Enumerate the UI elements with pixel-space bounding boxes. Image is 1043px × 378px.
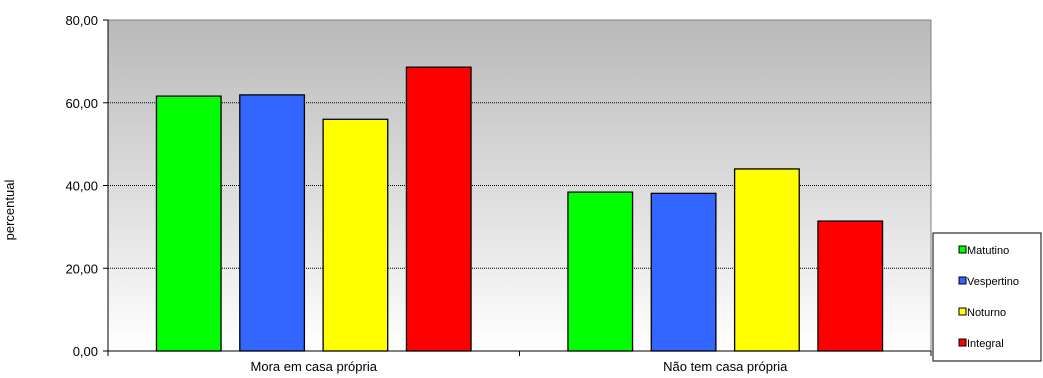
bar-matutino-2: [567, 191, 634, 352]
legend-swatch-integral: [958, 338, 967, 347]
bar-vespertino-2: [650, 192, 717, 352]
x-category-label: Mora em casa própria: [251, 359, 378, 374]
y-tick-label: 20,00: [65, 261, 98, 276]
legend-swatch-matutino: [958, 245, 967, 254]
plot-area: [107, 19, 932, 352]
legend-swatch-noturno: [958, 307, 967, 316]
bar-integral-1: [405, 66, 472, 352]
y-tick-label: 80,00: [65, 13, 98, 28]
legend-label-vespertino: Vespertino: [967, 276, 1019, 288]
bar-noturno-2: [733, 168, 800, 352]
bars: [155, 66, 884, 352]
legend-swatch-vespertino: [958, 276, 967, 285]
bar-noturno-1: [322, 118, 389, 352]
x-category-labels: Mora em casa própria Não tem casa própria: [107, 351, 932, 374]
legend-label-noturno: Noturno: [967, 307, 1006, 319]
x-category-label: Não tem casa própria: [663, 359, 788, 374]
legend-box: [932, 232, 1042, 362]
legend-label-integral: Integral: [967, 338, 1004, 350]
bar-vespertino-1: [239, 94, 306, 352]
legend: Matutino Vespertino Noturno Integral: [932, 232, 1042, 362]
y-tick-label: 60,00: [65, 96, 98, 111]
bar-integral-2: [817, 220, 884, 352]
y-axis-label: percentual: [2, 180, 17, 241]
y-tick-labels: 0,00 20,00 40,00 60,00 80,00: [65, 13, 108, 359]
y-tick-label: 0,00: [73, 344, 98, 359]
bar-matutino-1: [155, 95, 222, 352]
legend-label-matutino: Matutino: [967, 245, 1009, 257]
y-tick-label: 40,00: [65, 179, 98, 194]
